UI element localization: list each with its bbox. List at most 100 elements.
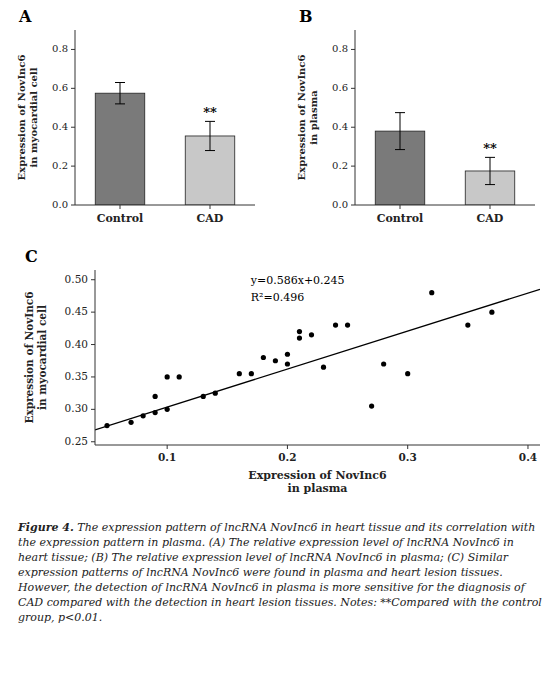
point — [429, 290, 434, 295]
significance-label: ** — [483, 141, 497, 156]
x-tick-label: Control — [377, 212, 423, 225]
point — [489, 310, 494, 315]
error-cap — [115, 82, 125, 83]
label-line: in myocardial cell — [36, 305, 48, 410]
caption-label: Figure 4. — [18, 521, 74, 534]
x-tick — [490, 205, 491, 209]
marks — [95, 83, 235, 206]
label-line: Expression of NovInc6 — [248, 469, 387, 482]
point — [297, 329, 302, 334]
error-bar — [485, 157, 495, 184]
equation-label: R²=0.496 — [251, 291, 304, 304]
y-tick-label: 0.50 — [65, 273, 88, 285]
point — [285, 352, 290, 357]
x-tick-label: 0.4 — [519, 451, 537, 463]
point — [261, 355, 266, 360]
y-tick-label: 0.2 — [52, 160, 68, 171]
error-stem — [210, 121, 211, 150]
y-tick — [91, 441, 95, 442]
y-axis-line — [75, 30, 76, 205]
panel-2: 0.10.20.30.40.250.300.350.400.450.50Expr… — [23, 247, 541, 495]
error-bar — [395, 113, 405, 150]
y-tick — [91, 279, 95, 280]
x-tick — [400, 205, 401, 209]
bar — [95, 93, 145, 205]
y-tick — [351, 88, 355, 89]
panel-label: B — [299, 7, 313, 26]
x-tick — [120, 205, 121, 209]
point — [465, 322, 470, 327]
x-tick-label: 0.1 — [158, 451, 176, 463]
point — [128, 420, 133, 425]
y-tick-label: 0.4 — [332, 121, 348, 132]
y-axis-label: Expression of NovInc6in myocardial cell — [23, 291, 48, 423]
y-tick — [351, 166, 355, 167]
label-line: Expression of NovInc6 — [23, 291, 35, 423]
y-axis-label: Expression of NovInc6in plasma — [296, 55, 319, 181]
label-line: Expression of NovInc6 — [296, 55, 307, 181]
x-tick-label: Control — [97, 212, 143, 225]
error-bar — [205, 121, 215, 150]
y-axis-label: Expression of NovInc6in myocardial cell — [16, 55, 39, 181]
y-tick-label: 0.4 — [52, 121, 68, 132]
x-tick-label: CAD — [477, 212, 504, 225]
error-cap — [485, 184, 495, 185]
y-tick-label: 0.45 — [65, 305, 88, 317]
y-tick — [71, 88, 75, 89]
y-tick — [351, 205, 355, 206]
y-tick-label: 0.6 — [52, 82, 68, 93]
point — [297, 335, 302, 340]
panel-label: A — [18, 7, 32, 26]
point — [381, 361, 386, 366]
error-cap — [485, 157, 495, 158]
y-tick-label: 0.25 — [65, 435, 88, 447]
y-tick — [71, 49, 75, 50]
point — [285, 361, 290, 366]
x-tick — [527, 445, 528, 449]
y-tick — [91, 409, 95, 410]
marks — [375, 113, 515, 205]
regression-line — [95, 289, 540, 430]
figure: Control CAD 0.0 0.2 0.4 0.6 0.8 Expression of N… — [0, 0, 560, 515]
label-line: in plasma — [308, 90, 319, 145]
caption-text: The expression pattern of lncRNA NovInc6… — [18, 521, 542, 624]
point — [153, 394, 158, 399]
y-tick — [71, 205, 75, 206]
error-cap — [115, 103, 125, 104]
point — [321, 365, 326, 370]
y-tick — [91, 344, 95, 345]
significance-label: ** — [203, 105, 217, 120]
error-stem — [490, 157, 491, 184]
y-axis-line — [95, 270, 96, 445]
y-tick-label: 0.0 — [52, 199, 68, 210]
x-tick — [210, 205, 211, 209]
panel-1: ControlCAD0.00.20.40.60.8Expression of N… — [296, 7, 535, 225]
x-axis-line — [75, 205, 255, 206]
y-tick — [71, 166, 75, 167]
label-line: in plasma — [288, 482, 348, 495]
caption: Figure 4. The expression pattern of lncR… — [18, 520, 544, 625]
x-axis-line — [95, 445, 540, 446]
error-cap — [205, 121, 215, 122]
point — [237, 371, 242, 376]
error-stem — [400, 113, 401, 150]
error-cap — [395, 112, 405, 113]
x-tick-label: CAD — [197, 212, 224, 225]
error-cap — [205, 150, 215, 151]
error-cap — [395, 149, 405, 150]
equation-label: y=0.586x+0.245 — [250, 274, 345, 287]
x-axis-line — [355, 205, 535, 206]
y-tick — [91, 376, 95, 377]
point — [369, 404, 374, 409]
x-tick — [287, 445, 288, 449]
x-axis-label: Expression of NovInc6in plasma — [248, 469, 387, 495]
x-tick — [167, 445, 168, 449]
y-tick-label: 0.8 — [332, 43, 348, 54]
label-line: in myocardial cell — [28, 67, 39, 167]
point — [333, 322, 338, 327]
panel-0: ControlCAD0.00.20.40.60.8Expression of N… — [16, 7, 255, 225]
y-tick — [351, 127, 355, 128]
y-tick — [91, 312, 95, 313]
y-tick-label: 0.30 — [65, 402, 88, 414]
x-tick-label: 0.3 — [399, 451, 417, 463]
